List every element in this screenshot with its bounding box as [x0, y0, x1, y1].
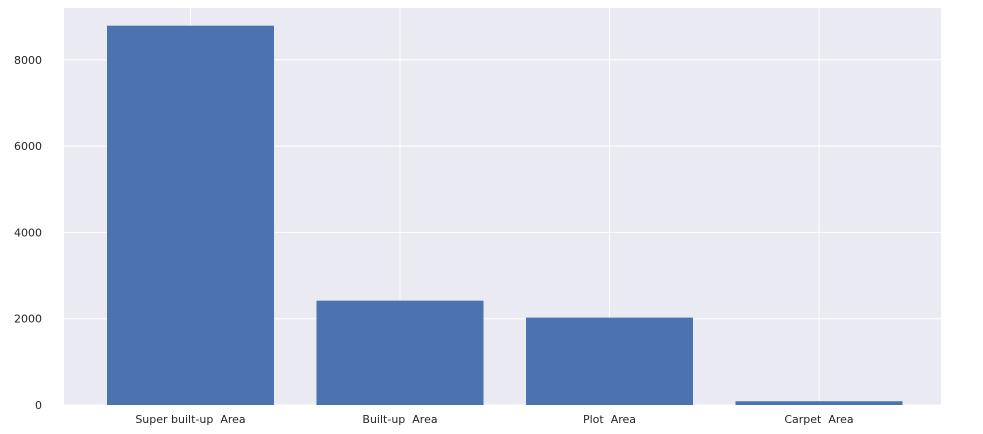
bar [316, 300, 484, 405]
x-tick-label: Built-up Area [362, 413, 437, 426]
y-tick-label: 6000 [14, 140, 42, 153]
x-axis-ticks: Super built-up Area Built-up Area Plot Are… [135, 413, 853, 426]
x-tick-label: Super built-up Area [135, 413, 245, 426]
bar [107, 25, 274, 406]
y-tick-label: 0 [35, 399, 42, 412]
y-axis-ticks: 0 2000 4000 6000 8000 [14, 54, 42, 412]
bar [735, 401, 903, 405]
y-tick-label: 8000 [14, 54, 42, 67]
y-tick-label: 2000 [14, 313, 42, 326]
x-tick-label: Plot Area [583, 413, 636, 426]
x-tick-label: Carpet Area [784, 413, 853, 426]
bar [526, 317, 693, 405]
y-tick-label: 4000 [14, 226, 42, 239]
bars [107, 25, 903, 406]
